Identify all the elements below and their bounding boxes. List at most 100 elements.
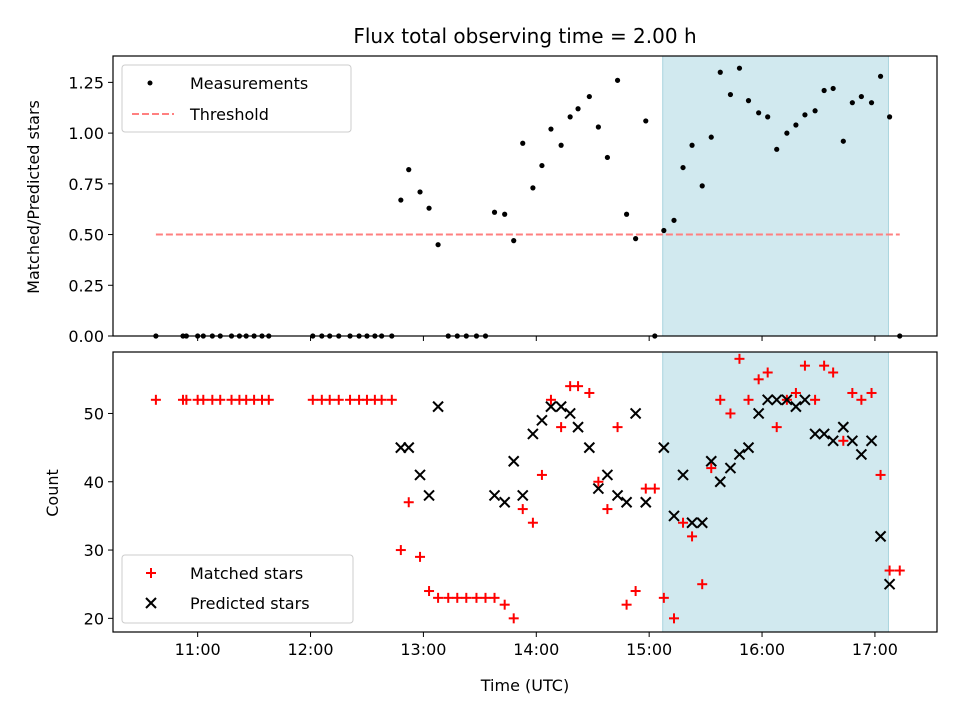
predicted-marker-b [403, 441, 415, 454]
bottom-highlight-span [662, 351, 889, 633]
top-y-tick-label: 1.25 [68, 73, 104, 92]
predicted-star-marker [874, 530, 887, 543]
measurement-point [736, 65, 743, 71]
predicted-marker-b [517, 489, 529, 502]
predicted-star-marker [837, 421, 850, 433]
predicted-star-marker [658, 441, 670, 454]
matched-star-marker [753, 374, 764, 385]
predicted-star-marker [724, 462, 737, 474]
matched-star-marker [828, 367, 839, 378]
bottom-panel: 20 30 40 50 11:00 12:00 13:00 14:00 15:00 16:00 17… [84, 351, 938, 659]
measurement-point [604, 154, 611, 161]
matched-star-marker [706, 463, 717, 474]
predicted-star-marker [536, 414, 548, 426]
top-legend-box [121, 64, 352, 133]
matched-star-marker [545, 394, 556, 405]
predicted-star-marker [761, 394, 774, 406]
predicted-star-marker [865, 435, 878, 447]
predicted-marker-b [508, 455, 520, 467]
predicted-marker-b [865, 435, 878, 447]
matched-star-marker [630, 586, 641, 597]
matched-star-marker [215, 394, 226, 405]
predicted-star-marker [423, 489, 435, 502]
predicted-marker-b [527, 428, 539, 440]
matched-star-marker [403, 497, 414, 508]
matched-star-marker [461, 592, 472, 603]
predicted-marker-b [601, 469, 614, 481]
measurement-point [643, 118, 649, 124]
top-legend: Measurements Threshold [121, 64, 352, 133]
measurement-point [595, 124, 601, 130]
predicted-marker-b [799, 394, 811, 406]
predicted-star-marker [488, 489, 501, 502]
measurement-point [558, 142, 564, 148]
predicted-marker-b [592, 482, 605, 495]
predicted-marker-b [658, 441, 670, 454]
predicted-marker-b [855, 448, 868, 461]
matched-star-marker [324, 394, 335, 405]
top-y-tick-label: 1.00 [68, 124, 104, 143]
matched-star-marker [263, 394, 274, 405]
top-y-axis-label: Matched/Predicted stars [24, 100, 43, 294]
predicted-star-marker [771, 394, 783, 406]
measurement-point [858, 93, 864, 100]
measurement-point [491, 209, 498, 215]
predicted-marker-b [846, 435, 859, 447]
x-tick-label: 13:00 [400, 640, 446, 659]
predicted-marker-b [677, 469, 689, 481]
matched-star-marker [573, 381, 584, 392]
matched-star-marker [556, 422, 567, 433]
x-tick-label: 14:00 [513, 640, 559, 659]
predicted-marker-b [432, 400, 444, 413]
predicted-star-marker [846, 435, 859, 447]
measurement-point [886, 114, 893, 120]
matched-star-marker [612, 422, 623, 433]
predicted-star-marker [498, 496, 511, 508]
top-y-tick-label: 0.50 [68, 226, 104, 245]
predicted-marker-b [583, 441, 596, 454]
matched-star-marker [678, 517, 689, 528]
top-y-tick-label: 0.75 [68, 175, 104, 194]
predicted-marker-b [555, 400, 567, 413]
predicted-star-marker [432, 400, 444, 413]
predicted-marker-b [414, 469, 426, 481]
bottom-y-tick-label: 20 [84, 609, 104, 628]
predicted-star-marker [742, 441, 755, 454]
measurement-point [830, 85, 836, 92]
predicted-star-marker [790, 400, 802, 413]
matched-star-marker [480, 592, 491, 603]
predicted-star-marker [714, 476, 726, 488]
measurement-point [567, 114, 573, 120]
predicted-star-marker [527, 428, 539, 440]
matched-star-marker [517, 504, 528, 515]
predicted-marker-b [620, 496, 633, 508]
matched-star-marker [838, 435, 849, 446]
matched-star-marker [333, 394, 344, 405]
predicted-star-marker [827, 435, 839, 447]
bottom-frame [112, 351, 938, 633]
predicted-star-marker [555, 400, 567, 413]
predicted-star-marker [752, 407, 765, 420]
matched-star-marker [640, 483, 651, 494]
predicted-marker-b [640, 496, 652, 508]
matched-star-marker [715, 394, 726, 405]
predicted-marker-b [714, 476, 726, 488]
matched-star-marker [536, 469, 547, 480]
measurement-point [417, 189, 423, 195]
matched-star-marker [697, 579, 708, 590]
predicted-marker-b [883, 578, 896, 590]
matched-star-marker [452, 592, 463, 603]
measurement-point [689, 142, 695, 148]
legend-matched-marker [146, 568, 156, 578]
x-tick-label: 15:00 [626, 640, 672, 659]
predicted-star-marker [572, 421, 584, 433]
top-y-tick-label: 0.25 [68, 276, 104, 295]
predicted-star-marker [414, 469, 426, 481]
matched-star-marker [433, 592, 444, 603]
measurement-point [435, 242, 441, 248]
matched-star-marker [687, 531, 698, 542]
predicted-star-marker [818, 428, 830, 440]
predicted-marker-b [498, 496, 511, 508]
bottom-y-axis-label: Count [43, 469, 62, 517]
measurement-point [765, 114, 771, 120]
